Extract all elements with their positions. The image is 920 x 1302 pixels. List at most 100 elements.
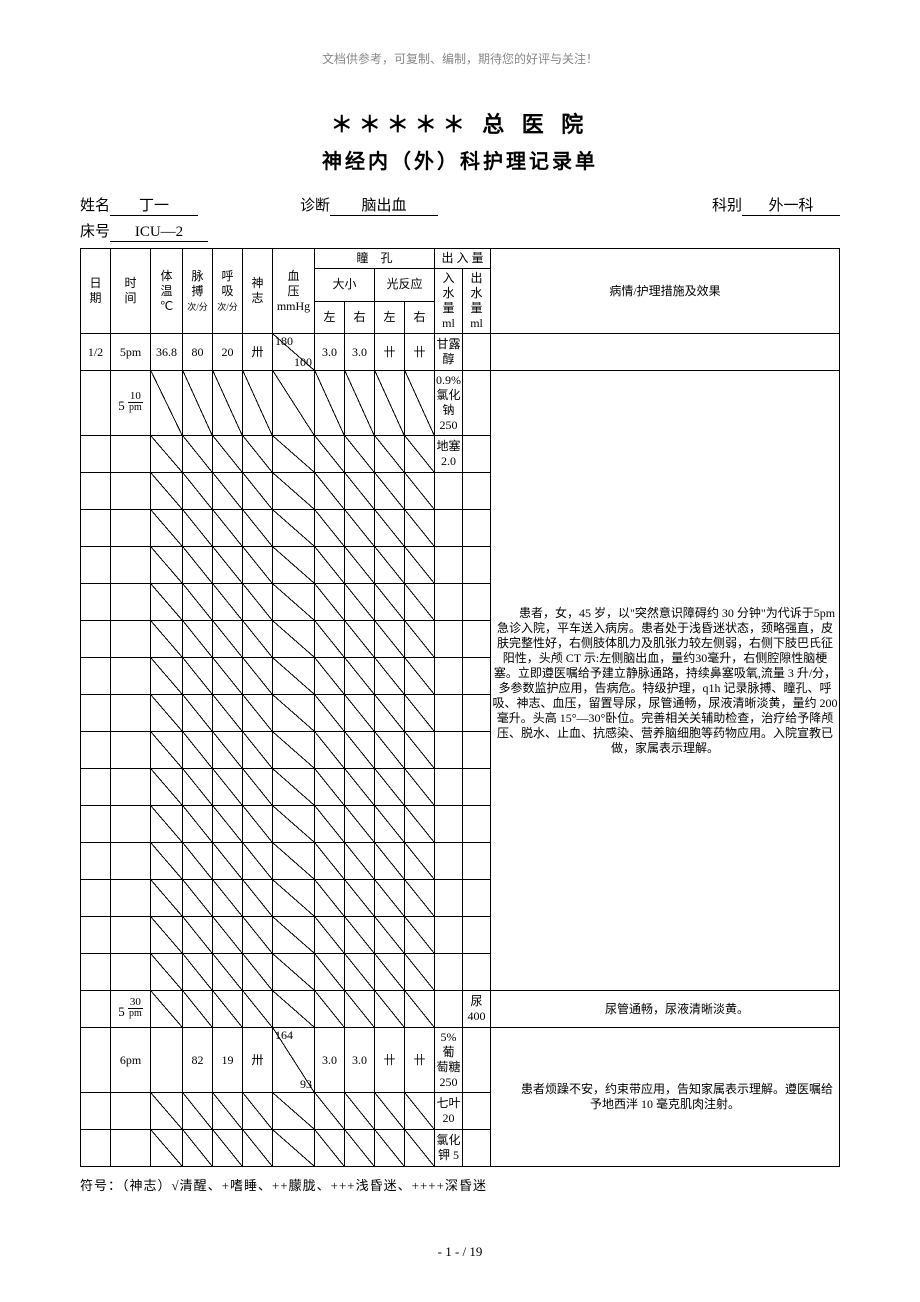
table-cell bbox=[463, 436, 491, 473]
table-cell bbox=[183, 436, 213, 473]
time-cell bbox=[111, 658, 151, 695]
table-cell bbox=[375, 621, 405, 658]
table-cell: 七叶 20 bbox=[435, 1093, 463, 1130]
table-cell: 卄 bbox=[405, 334, 435, 371]
table-cell bbox=[81, 880, 111, 917]
table-cell bbox=[405, 1093, 435, 1130]
bp-cell bbox=[273, 769, 315, 806]
table-cell bbox=[315, 371, 345, 436]
table-cell bbox=[183, 547, 213, 584]
table-cell bbox=[151, 769, 183, 806]
table-cell bbox=[151, 473, 183, 510]
table-cell bbox=[463, 621, 491, 658]
table-cell bbox=[405, 436, 435, 473]
table-cell bbox=[213, 880, 243, 917]
bp-cell bbox=[273, 547, 315, 584]
table-cell bbox=[463, 1130, 491, 1167]
table-cell bbox=[151, 436, 183, 473]
time-cell bbox=[111, 1093, 151, 1130]
table-cell: 3.0 bbox=[345, 1028, 375, 1093]
table-cell bbox=[315, 732, 345, 769]
table-cell bbox=[375, 547, 405, 584]
table-row: 5 30pm尿 400尿管通畅，尿液清晰淡黄。 bbox=[81, 991, 840, 1028]
table-cell: 卄 bbox=[375, 1028, 405, 1093]
table-cell bbox=[375, 695, 405, 732]
table-cell bbox=[315, 954, 345, 991]
bp-cell bbox=[273, 371, 315, 436]
time-cell bbox=[111, 473, 151, 510]
table-cell bbox=[345, 510, 375, 547]
table-cell bbox=[375, 473, 405, 510]
table-cell bbox=[183, 769, 213, 806]
table-cell bbox=[345, 732, 375, 769]
table-cell bbox=[345, 917, 375, 954]
table-cell bbox=[375, 806, 405, 843]
table-cell: 82 bbox=[183, 1028, 213, 1093]
table-cell bbox=[81, 917, 111, 954]
time-cell bbox=[111, 843, 151, 880]
table-cell: 氯化 钾 5 bbox=[435, 1130, 463, 1167]
table-cell bbox=[405, 473, 435, 510]
table-cell bbox=[151, 1093, 183, 1130]
table-cell bbox=[315, 991, 345, 1028]
table-cell bbox=[213, 371, 243, 436]
table-cell bbox=[463, 371, 491, 436]
table-cell bbox=[375, 658, 405, 695]
table-cell bbox=[81, 732, 111, 769]
table-cell bbox=[151, 991, 183, 1028]
patient-info-row-2: 床号 ICU—2 bbox=[80, 220, 840, 242]
table-cell bbox=[151, 371, 183, 436]
table-cell bbox=[151, 1130, 183, 1167]
table-cell bbox=[183, 371, 213, 436]
table-cell bbox=[375, 371, 405, 436]
table-cell bbox=[315, 1130, 345, 1167]
table-cell bbox=[463, 547, 491, 584]
table-cell bbox=[81, 473, 111, 510]
table-cell: 0.9% 氯化 钠 250 bbox=[435, 371, 463, 436]
bp-cell bbox=[273, 843, 315, 880]
table-cell bbox=[243, 732, 273, 769]
table-cell bbox=[315, 473, 345, 510]
table-cell bbox=[81, 695, 111, 732]
table-cell bbox=[213, 991, 243, 1028]
time-cell bbox=[111, 917, 151, 954]
table-cell bbox=[345, 473, 375, 510]
bp-cell bbox=[273, 621, 315, 658]
table-cell bbox=[375, 917, 405, 954]
table-cell bbox=[183, 732, 213, 769]
table-cell bbox=[213, 621, 243, 658]
time-cell bbox=[111, 584, 151, 621]
table-cell bbox=[463, 732, 491, 769]
table-row: 1/25pm36.88020卅1801003.03.0卄卄甘露 醇 bbox=[81, 334, 840, 371]
table-cell bbox=[183, 621, 213, 658]
bp-cell bbox=[273, 436, 315, 473]
table-cell bbox=[81, 769, 111, 806]
table-cell bbox=[463, 695, 491, 732]
table-cell: 卅 bbox=[243, 1028, 273, 1093]
time-cell bbox=[111, 547, 151, 584]
table-cell bbox=[183, 917, 213, 954]
table-cell bbox=[315, 769, 345, 806]
table-cell bbox=[405, 371, 435, 436]
table-cell bbox=[81, 991, 111, 1028]
table-cell bbox=[463, 954, 491, 991]
table-cell bbox=[243, 917, 273, 954]
table-cell bbox=[151, 843, 183, 880]
table-cell: 卅 bbox=[243, 334, 273, 371]
table-cell bbox=[375, 732, 405, 769]
header-pupil-left: 左 bbox=[315, 301, 345, 334]
header-pupil-right: 右 bbox=[345, 301, 375, 334]
table-cell bbox=[81, 843, 111, 880]
table-cell bbox=[151, 732, 183, 769]
time-cell bbox=[111, 880, 151, 917]
table-cell bbox=[183, 991, 213, 1028]
table-cell bbox=[345, 843, 375, 880]
table-cell bbox=[243, 510, 273, 547]
form-title: 神经内（外）科护理记录单 bbox=[80, 145, 840, 174]
table-cell bbox=[213, 510, 243, 547]
table-cell bbox=[243, 547, 273, 584]
table-cell bbox=[243, 1093, 273, 1130]
table-cell bbox=[243, 436, 273, 473]
bp-cell bbox=[273, 954, 315, 991]
bp-cell: 16493 bbox=[273, 1028, 315, 1093]
